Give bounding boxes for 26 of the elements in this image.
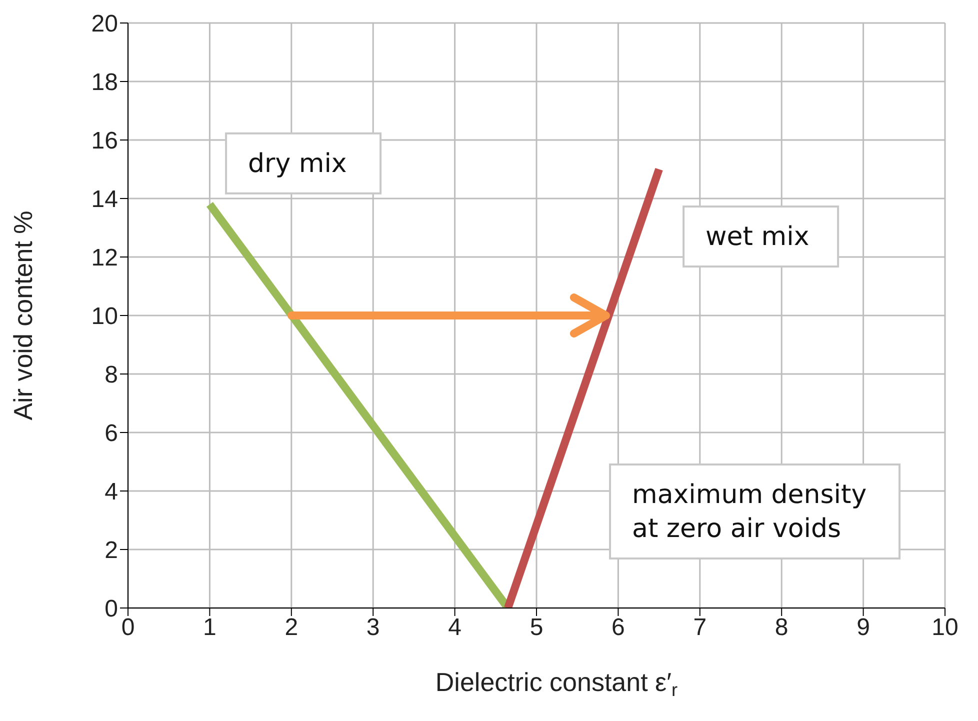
y-tick-label: 6 (104, 420, 118, 448)
y-tick-label: 0 (104, 596, 118, 623)
x-tick-label: 5 (530, 614, 544, 642)
y-axis-title: Air void content % (8, 210, 38, 420)
y-tick-label: 2 (104, 537, 118, 564)
x-tick-label: 1 (203, 614, 216, 642)
x-axis-title: Dielectric constant ε′$_{r}$ (435, 667, 678, 700)
x-tick-label: 9 (856, 614, 870, 642)
y-tick-label: 14 (91, 186, 118, 214)
y-tick-label: 4 (104, 478, 118, 506)
x-tick-label: 3 (366, 614, 380, 642)
annotation: maximum density at zero air voids (632, 480, 867, 544)
y-tick-label: 18 (91, 69, 118, 96)
y-tick-label: 12 (91, 244, 118, 272)
y-tick-label: 8 (104, 362, 118, 389)
x-tick-label: 2 (284, 614, 298, 642)
y-tick-label: 10 (91, 303, 118, 330)
y-tick-label: 16 (91, 128, 118, 155)
x-tick-label: 10 (932, 614, 958, 642)
x-tick-label: 4 (448, 614, 462, 642)
x-tick-label: 8 (774, 614, 788, 642)
y-tick-label: 20 (91, 10, 118, 38)
annotation: wet mix (706, 222, 810, 252)
x-tick-label: 6 (612, 614, 625, 642)
annotation: dry mix (248, 148, 347, 179)
x-tick-label: 7 (693, 614, 707, 642)
